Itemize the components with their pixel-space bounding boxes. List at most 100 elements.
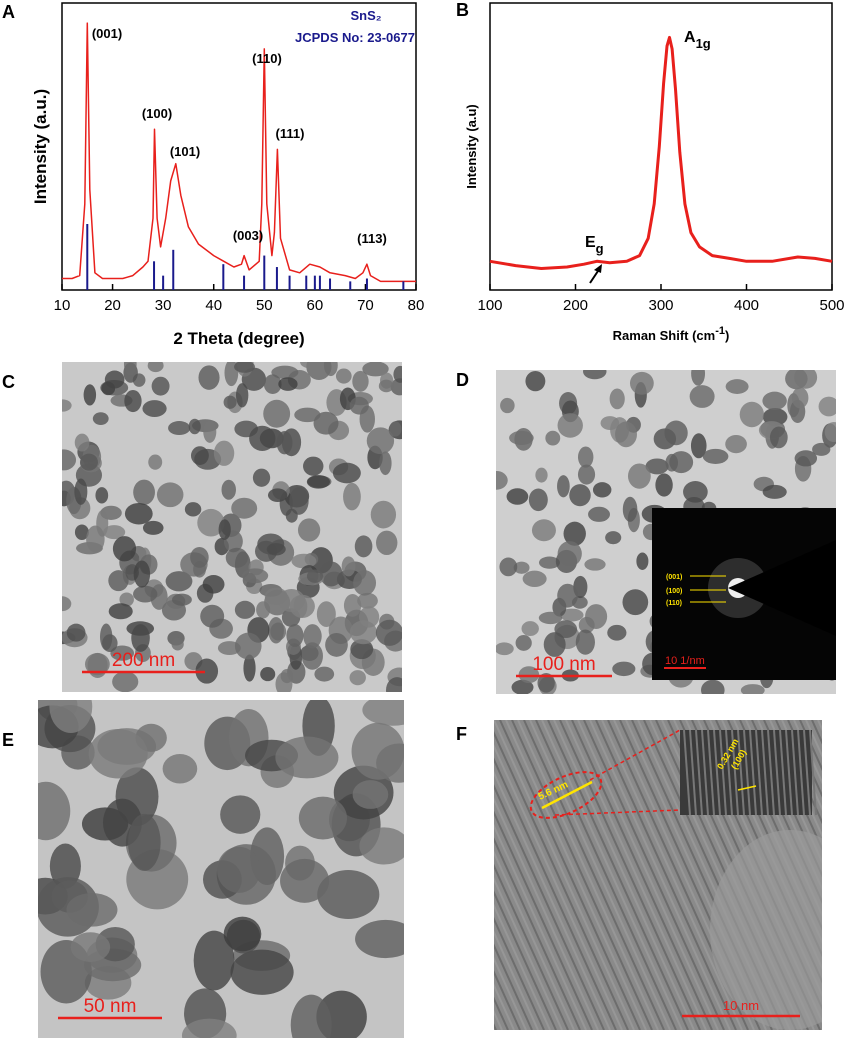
peak-label: (003) bbox=[233, 228, 263, 243]
scale-bar-label: 100 nm bbox=[532, 654, 595, 675]
lattice-fringe bbox=[589, 720, 731, 1030]
particle bbox=[319, 561, 343, 587]
particle bbox=[86, 525, 105, 553]
lattice-fringe bbox=[494, 916, 545, 1030]
scale-bar-label: 10 nm bbox=[723, 998, 759, 1013]
particle bbox=[355, 919, 404, 959]
lattice-fringe bbox=[494, 757, 617, 1030]
particle bbox=[739, 401, 764, 428]
particle bbox=[531, 519, 556, 542]
particle bbox=[266, 543, 286, 556]
lattice-fringe bbox=[494, 930, 539, 1030]
particle bbox=[172, 593, 192, 606]
panel-label: C bbox=[2, 372, 15, 392]
micrograph bbox=[62, 362, 402, 692]
particle bbox=[74, 524, 89, 541]
particle bbox=[655, 473, 673, 497]
y-axis-label: Intensity (a.u) bbox=[464, 104, 479, 189]
particle bbox=[49, 700, 93, 734]
highlight-region bbox=[529, 771, 603, 819]
panel-label: F bbox=[456, 724, 467, 744]
particle bbox=[588, 506, 610, 522]
particle bbox=[181, 1018, 237, 1038]
particle bbox=[133, 585, 158, 603]
particle bbox=[349, 670, 366, 686]
lattice-fringe bbox=[494, 837, 581, 1030]
inset-label: (110) bbox=[666, 600, 682, 607]
particle bbox=[511, 679, 534, 694]
lattice-fringe bbox=[535, 720, 677, 1030]
particle bbox=[142, 520, 164, 535]
panel-label: A bbox=[2, 2, 15, 22]
particle bbox=[301, 642, 323, 670]
particle bbox=[563, 521, 586, 546]
inset-fringe bbox=[755, 729, 763, 816]
x-tick-label: 200 bbox=[563, 297, 588, 314]
particle bbox=[200, 604, 225, 628]
particle bbox=[280, 858, 330, 903]
particle bbox=[560, 608, 584, 622]
particle bbox=[769, 426, 788, 449]
particle bbox=[300, 362, 321, 369]
lattice-fringe bbox=[523, 720, 665, 1030]
measure-arrow bbox=[737, 785, 757, 791]
particle bbox=[316, 601, 336, 627]
particle bbox=[264, 587, 288, 606]
particle bbox=[235, 383, 249, 408]
particle bbox=[70, 932, 111, 962]
particle bbox=[263, 374, 282, 394]
particle bbox=[506, 488, 529, 505]
particle bbox=[557, 475, 570, 498]
particle bbox=[379, 451, 392, 476]
beam-stop bbox=[728, 540, 836, 636]
particle bbox=[622, 589, 649, 616]
inset-fringe bbox=[713, 729, 721, 816]
particle bbox=[133, 560, 151, 588]
particle bbox=[216, 846, 261, 893]
axes-frame bbox=[61, 2, 417, 291]
particle bbox=[332, 462, 361, 484]
particle bbox=[499, 557, 518, 577]
particle bbox=[142, 400, 167, 418]
particle bbox=[223, 395, 237, 409]
particle bbox=[515, 635, 532, 651]
lattice-fringe bbox=[553, 720, 695, 1030]
x-tick-label: 500 bbox=[819, 297, 844, 314]
particle bbox=[108, 570, 129, 592]
particle bbox=[243, 654, 256, 682]
lattice-fringe bbox=[547, 720, 689, 1030]
lattice-fringe bbox=[494, 810, 593, 1030]
panel-label: E bbox=[2, 730, 14, 750]
x-tick-label: 100 bbox=[477, 297, 502, 314]
particle bbox=[252, 468, 271, 487]
lattice-fringe bbox=[793, 720, 822, 785]
inset-fringe bbox=[791, 729, 799, 816]
particle bbox=[762, 484, 787, 499]
particle bbox=[162, 754, 198, 784]
x-tick-label: 60 bbox=[307, 297, 324, 314]
inset-fringe bbox=[773, 729, 781, 816]
inset-fringe bbox=[707, 729, 715, 816]
inset-fringe bbox=[689, 729, 697, 816]
peak-label: (001) bbox=[92, 26, 122, 41]
particle bbox=[375, 619, 402, 646]
particle bbox=[605, 531, 622, 545]
particle bbox=[92, 412, 109, 425]
particle bbox=[701, 679, 725, 694]
particle bbox=[691, 370, 706, 386]
particle bbox=[263, 399, 291, 428]
particle bbox=[66, 893, 118, 927]
lattice-fringe bbox=[583, 720, 725, 1030]
peak-label: A1g bbox=[684, 29, 711, 51]
x-tick-label: 20 bbox=[104, 297, 121, 314]
particle bbox=[190, 546, 209, 568]
particle bbox=[362, 362, 389, 377]
particle bbox=[119, 592, 134, 607]
particle bbox=[386, 677, 402, 692]
inset-fringe bbox=[809, 729, 817, 816]
particle bbox=[357, 592, 378, 609]
particle bbox=[241, 568, 269, 584]
inset-fringe bbox=[743, 729, 751, 816]
particle bbox=[725, 379, 749, 394]
particle bbox=[230, 949, 294, 995]
